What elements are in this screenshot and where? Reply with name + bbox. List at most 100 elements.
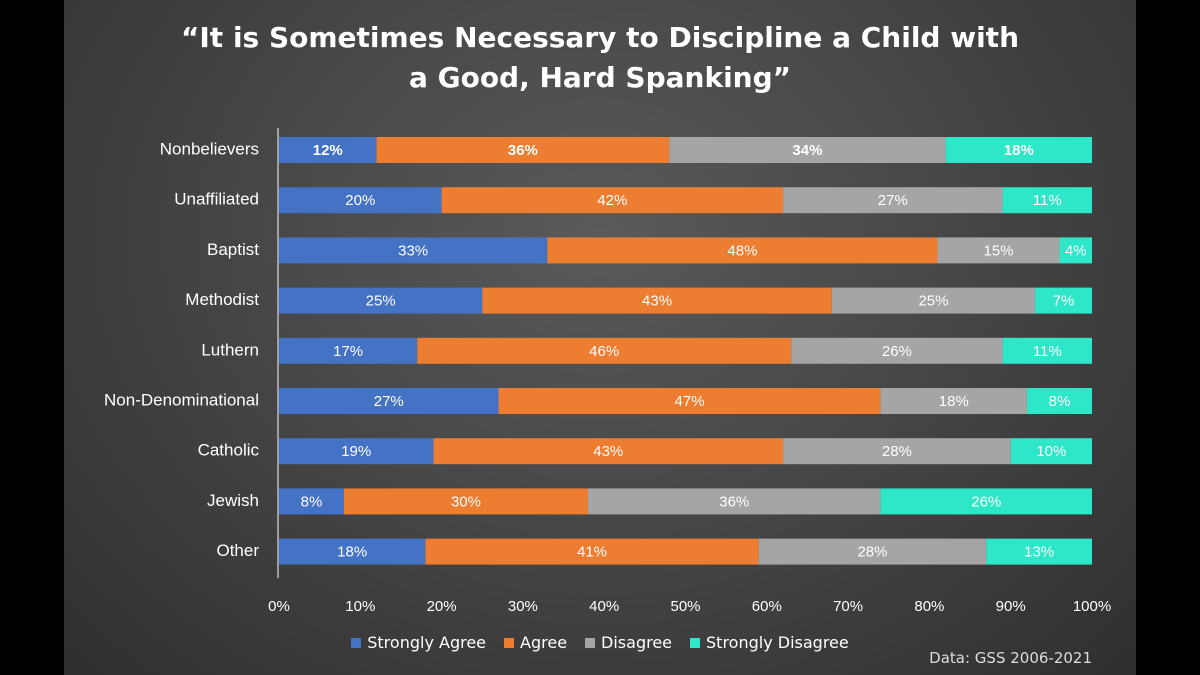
category-label: Unaffiliated bbox=[174, 190, 259, 209]
data-label: 15% bbox=[983, 242, 1013, 259]
data-label: 12% bbox=[313, 142, 343, 159]
bar-segment-strongly-agree bbox=[279, 137, 377, 163]
bar-segment-strongly-disagree bbox=[880, 488, 1092, 515]
legend: Strongly Agree Agree Disagree Strongly D… bbox=[64, 633, 1136, 652]
category-label: Luthern bbox=[201, 340, 259, 359]
data-label: 25% bbox=[918, 293, 948, 310]
legend-item-strongly-agree: Strongly Agree bbox=[351, 633, 486, 652]
category-label: Other bbox=[216, 541, 259, 560]
legend-swatch-strongly-disagree bbox=[690, 637, 701, 648]
bar-segment-strongly-disagree bbox=[1026, 388, 1092, 414]
data-label: 43% bbox=[593, 443, 623, 460]
data-label: 18% bbox=[1004, 142, 1034, 159]
category-label: Jewish bbox=[207, 491, 259, 510]
bar-segment-agree bbox=[433, 438, 784, 465]
category-label: Baptist bbox=[207, 240, 259, 259]
data-label: 20% bbox=[345, 192, 375, 209]
bar-segment-agree bbox=[482, 287, 832, 314]
x-tick-label: 10% bbox=[345, 598, 375, 615]
data-label: 36% bbox=[719, 493, 749, 510]
legend-label-agree: Agree bbox=[520, 633, 568, 652]
chart-title-line-2: a Good, Hard Spanking” bbox=[408, 61, 792, 94]
bar-segment-strongly-agree bbox=[279, 287, 483, 314]
x-tick-label: 30% bbox=[508, 598, 538, 615]
data-label: 25% bbox=[366, 293, 396, 310]
category-label: Methodist bbox=[185, 290, 259, 309]
bar-segment-disagree bbox=[783, 438, 1011, 465]
data-label: 26% bbox=[971, 493, 1001, 510]
data-label: 17% bbox=[333, 343, 363, 360]
bar-segment-agree bbox=[344, 488, 588, 515]
bar-segment-strongly-agree bbox=[279, 337, 418, 364]
legend-swatch-disagree bbox=[585, 637, 596, 648]
data-label: 28% bbox=[882, 443, 912, 460]
bar-segment-agree bbox=[417, 337, 792, 364]
bar-segment-strongly-agree bbox=[279, 187, 442, 214]
data-label: 30% bbox=[451, 493, 481, 510]
bar-segment-strongly-disagree bbox=[945, 137, 1092, 163]
bar-segment-agree bbox=[547, 237, 938, 264]
legend-label-strongly-disagree: Strongly Disagree bbox=[706, 633, 849, 652]
data-label: 43% bbox=[642, 293, 672, 310]
chart-title: “It is Sometimes Necessary to Discipline… bbox=[64, 18, 1136, 98]
bar-segment-disagree bbox=[831, 287, 1036, 314]
chart-frame: “It is Sometimes Necessary to Discipline… bbox=[64, 0, 1136, 675]
x-tick-label: 50% bbox=[670, 598, 700, 615]
category-label: Catholic bbox=[198, 441, 260, 460]
data-label: 34% bbox=[792, 142, 822, 159]
bar-segment-disagree bbox=[587, 488, 881, 515]
legend-item-strongly-disagree: Strongly Disagree bbox=[690, 633, 849, 652]
bar-segment-disagree bbox=[880, 388, 1027, 414]
data-label: 19% bbox=[341, 443, 371, 460]
x-tick-label: 0% bbox=[268, 598, 290, 615]
chart-title-line-1: “It is Sometimes Necessary to Discipline… bbox=[180, 21, 1020, 54]
bar-segment-disagree bbox=[758, 538, 987, 565]
bar-segment-strongly-disagree bbox=[1010, 438, 1092, 465]
data-label: 42% bbox=[597, 192, 627, 209]
bar-segment-strongly-disagree bbox=[1002, 337, 1092, 364]
bar-segment-disagree bbox=[783, 187, 1003, 214]
data-label: 48% bbox=[727, 242, 757, 259]
data-label: 27% bbox=[374, 393, 404, 410]
data-label: 11% bbox=[1033, 192, 1062, 209]
x-tick-label: 20% bbox=[427, 598, 457, 615]
bar-segment-disagree bbox=[937, 237, 1060, 264]
x-tick-label: 80% bbox=[914, 598, 944, 615]
bar-segment-strongly-disagree bbox=[986, 538, 1092, 565]
bar-segment-strongly-disagree bbox=[1035, 287, 1092, 314]
data-label: 18% bbox=[337, 544, 367, 561]
bar-segment-strongly-agree bbox=[279, 237, 548, 264]
bar-segment-strongly-agree bbox=[279, 488, 345, 515]
source-note: Data: GSS 2006-2021 bbox=[929, 649, 1092, 667]
x-tick-label: 90% bbox=[996, 598, 1026, 615]
x-tick-label: 100% bbox=[1073, 598, 1111, 615]
bar-segment-strongly-agree bbox=[279, 538, 426, 565]
bar-segment-agree bbox=[498, 388, 881, 414]
data-label: 27% bbox=[878, 192, 908, 209]
category-label: Nonbelievers bbox=[160, 139, 259, 158]
bar-segment-agree bbox=[376, 137, 670, 163]
data-label: 4% bbox=[1065, 242, 1087, 259]
bar-segment-disagree bbox=[791, 337, 1003, 364]
legend-item-agree: Agree bbox=[504, 633, 567, 652]
data-label: 36% bbox=[508, 142, 538, 159]
bar-segment-strongly-agree bbox=[279, 438, 434, 465]
data-label: 33% bbox=[398, 242, 428, 259]
data-label: 26% bbox=[882, 343, 912, 360]
legend-item-disagree: Disagree bbox=[585, 633, 672, 652]
data-label: 47% bbox=[675, 393, 705, 410]
category-label: Non-Denominational bbox=[104, 390, 259, 409]
bar-segment-strongly-disagree bbox=[1059, 237, 1092, 264]
bar-segment-agree bbox=[425, 538, 759, 565]
bar-segment-strongly-disagree bbox=[1002, 187, 1092, 214]
data-label: 10% bbox=[1036, 443, 1066, 460]
x-tick-label: 60% bbox=[752, 598, 782, 615]
data-label: 8% bbox=[1049, 393, 1071, 410]
bar-segment-agree bbox=[441, 187, 784, 214]
data-label: 13% bbox=[1024, 544, 1054, 561]
x-tick-label: 70% bbox=[833, 598, 863, 615]
data-label: 46% bbox=[589, 343, 619, 360]
legend-label-strongly-agree: Strongly Agree bbox=[367, 633, 487, 652]
bar-segment-disagree bbox=[669, 137, 946, 163]
legend-swatch-agree bbox=[504, 637, 515, 648]
